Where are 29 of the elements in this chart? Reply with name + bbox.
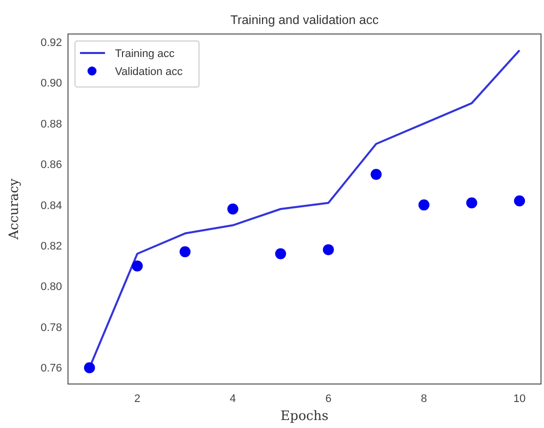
chart-title: Training and validation acc [230, 13, 379, 27]
x-tick-label: 6 [325, 393, 332, 405]
x-tick-label: 10 [513, 393, 526, 405]
legend-label: Training acc [115, 48, 176, 60]
point [418, 199, 430, 210]
point [275, 248, 286, 260]
point [180, 246, 191, 258]
y-tick-label: 0.82 [40, 240, 62, 252]
y-tick-label: 0.86 [40, 159, 62, 172]
x-tick-label: 8 [420, 393, 428, 405]
legend-label: Validation acc [115, 66, 184, 78]
point [132, 260, 143, 272]
point [466, 197, 478, 208]
point [514, 195, 525, 206]
y-tick-label: 0.88 [40, 118, 62, 130]
point [84, 362, 95, 374]
y-tick-label: 0.76 [40, 362, 62, 375]
y-tick-label: 0.90 [40, 78, 62, 90]
point [227, 204, 238, 214]
point [322, 244, 334, 256]
x-axis-title: Epochs [280, 409, 328, 424]
y-axis-title: Accuracy [7, 178, 22, 240]
y-tick-label: 0.84 [40, 200, 62, 212]
x-tick-label: 4 [230, 393, 236, 405]
x-tick-label: 2 [134, 393, 140, 405]
y-tick-label: 0.92 [40, 36, 62, 49]
y-tick-label: 0.80 [40, 281, 62, 294]
y-tick-label: 0.78 [40, 322, 62, 334]
point [370, 168, 382, 180]
